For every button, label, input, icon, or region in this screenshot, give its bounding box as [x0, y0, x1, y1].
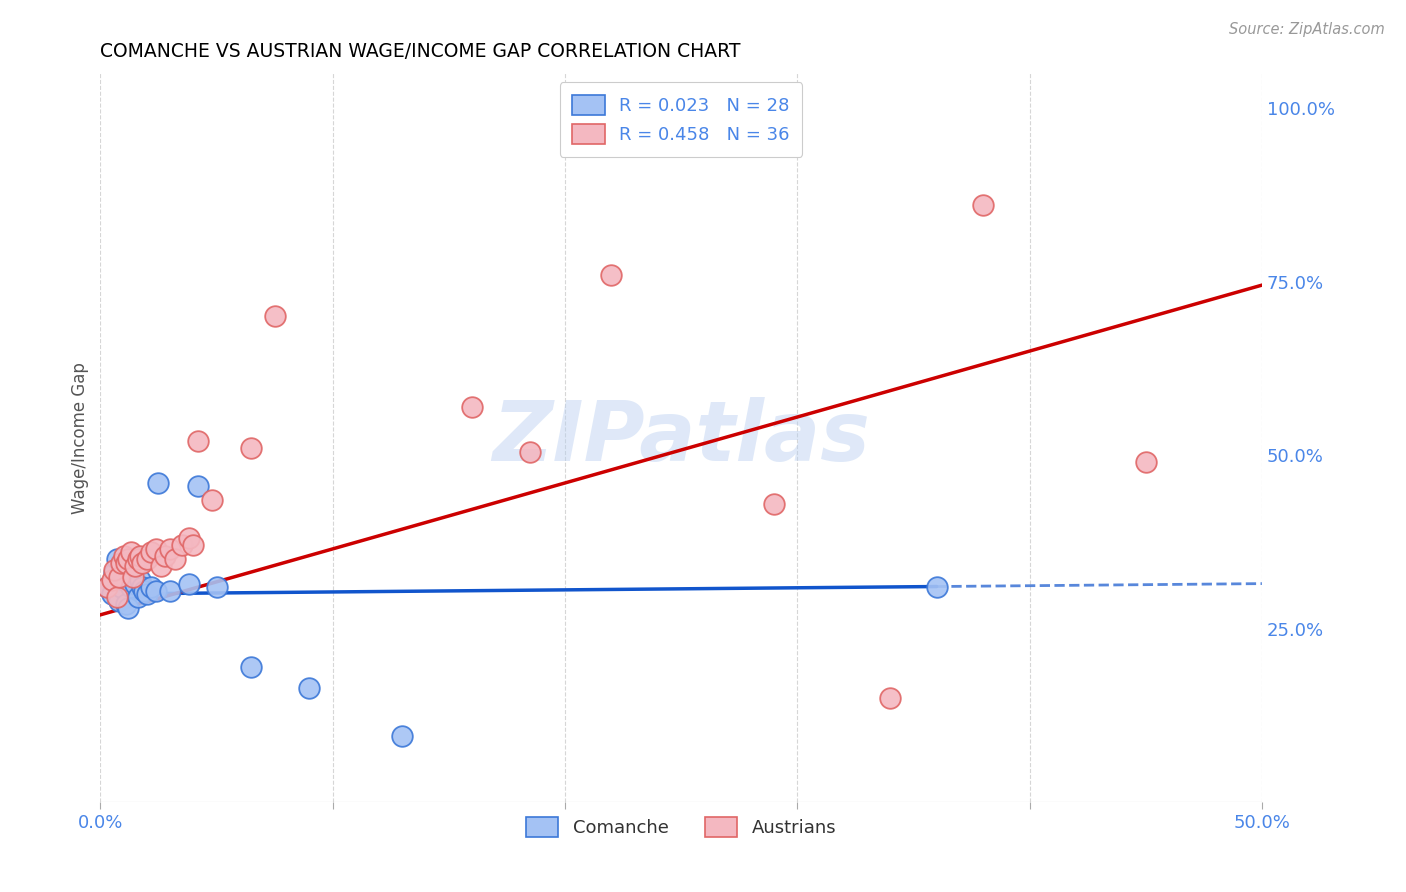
Point — [205, 580, 228, 594]
Point — [972, 198, 994, 212]
Text: ZIPatlas: ZIPatlas — [492, 397, 870, 478]
Point — [127, 552, 149, 566]
Point — [128, 573, 150, 587]
Point — [115, 556, 138, 570]
Point — [763, 497, 786, 511]
Point — [141, 545, 163, 559]
Point — [391, 729, 413, 743]
Point — [187, 479, 209, 493]
Point — [177, 576, 200, 591]
Point — [159, 583, 181, 598]
Point — [135, 587, 157, 601]
Point — [120, 545, 142, 559]
Point — [135, 552, 157, 566]
Point — [187, 434, 209, 449]
Point — [124, 576, 146, 591]
Point — [117, 601, 139, 615]
Point — [131, 580, 153, 594]
Point — [141, 580, 163, 594]
Point — [122, 566, 145, 581]
Point — [181, 538, 204, 552]
Point — [101, 587, 124, 601]
Point — [103, 563, 125, 577]
Point — [110, 580, 132, 594]
Point — [600, 268, 623, 282]
Point — [124, 559, 146, 574]
Y-axis label: Wage/Income Gap: Wage/Income Gap — [72, 362, 89, 514]
Point — [263, 310, 285, 324]
Point — [96, 580, 118, 594]
Point — [240, 442, 263, 456]
Point — [298, 681, 321, 695]
Point — [145, 583, 167, 598]
Point — [101, 573, 124, 587]
Point — [155, 549, 177, 563]
Text: COMANCHE VS AUSTRIAN WAGE/INCOME GAP CORRELATION CHART: COMANCHE VS AUSTRIAN WAGE/INCOME GAP COR… — [100, 42, 741, 61]
Point — [134, 583, 156, 598]
Point — [105, 552, 128, 566]
Legend: Comanche, Austrians: Comanche, Austrians — [519, 810, 844, 844]
Point — [145, 541, 167, 556]
Point — [201, 493, 224, 508]
Point — [131, 556, 153, 570]
Point — [170, 538, 193, 552]
Point — [163, 552, 186, 566]
Point — [149, 559, 172, 574]
Point — [461, 400, 484, 414]
Point — [879, 691, 901, 706]
Point — [117, 552, 139, 566]
Point — [127, 591, 149, 605]
Point — [519, 444, 541, 458]
Point — [240, 660, 263, 674]
Point — [112, 573, 135, 587]
Point — [159, 541, 181, 556]
Point — [1135, 455, 1157, 469]
Point — [120, 580, 142, 594]
Point — [128, 549, 150, 563]
Point — [122, 569, 145, 583]
Point — [110, 556, 132, 570]
Point — [105, 591, 128, 605]
Point — [112, 549, 135, 563]
Point — [177, 532, 200, 546]
Point — [108, 594, 131, 608]
Point — [103, 566, 125, 581]
Point — [148, 475, 170, 490]
Point — [925, 580, 948, 594]
Point — [108, 569, 131, 583]
Point — [115, 598, 138, 612]
Point — [96, 580, 118, 594]
Text: Source: ZipAtlas.com: Source: ZipAtlas.com — [1229, 22, 1385, 37]
